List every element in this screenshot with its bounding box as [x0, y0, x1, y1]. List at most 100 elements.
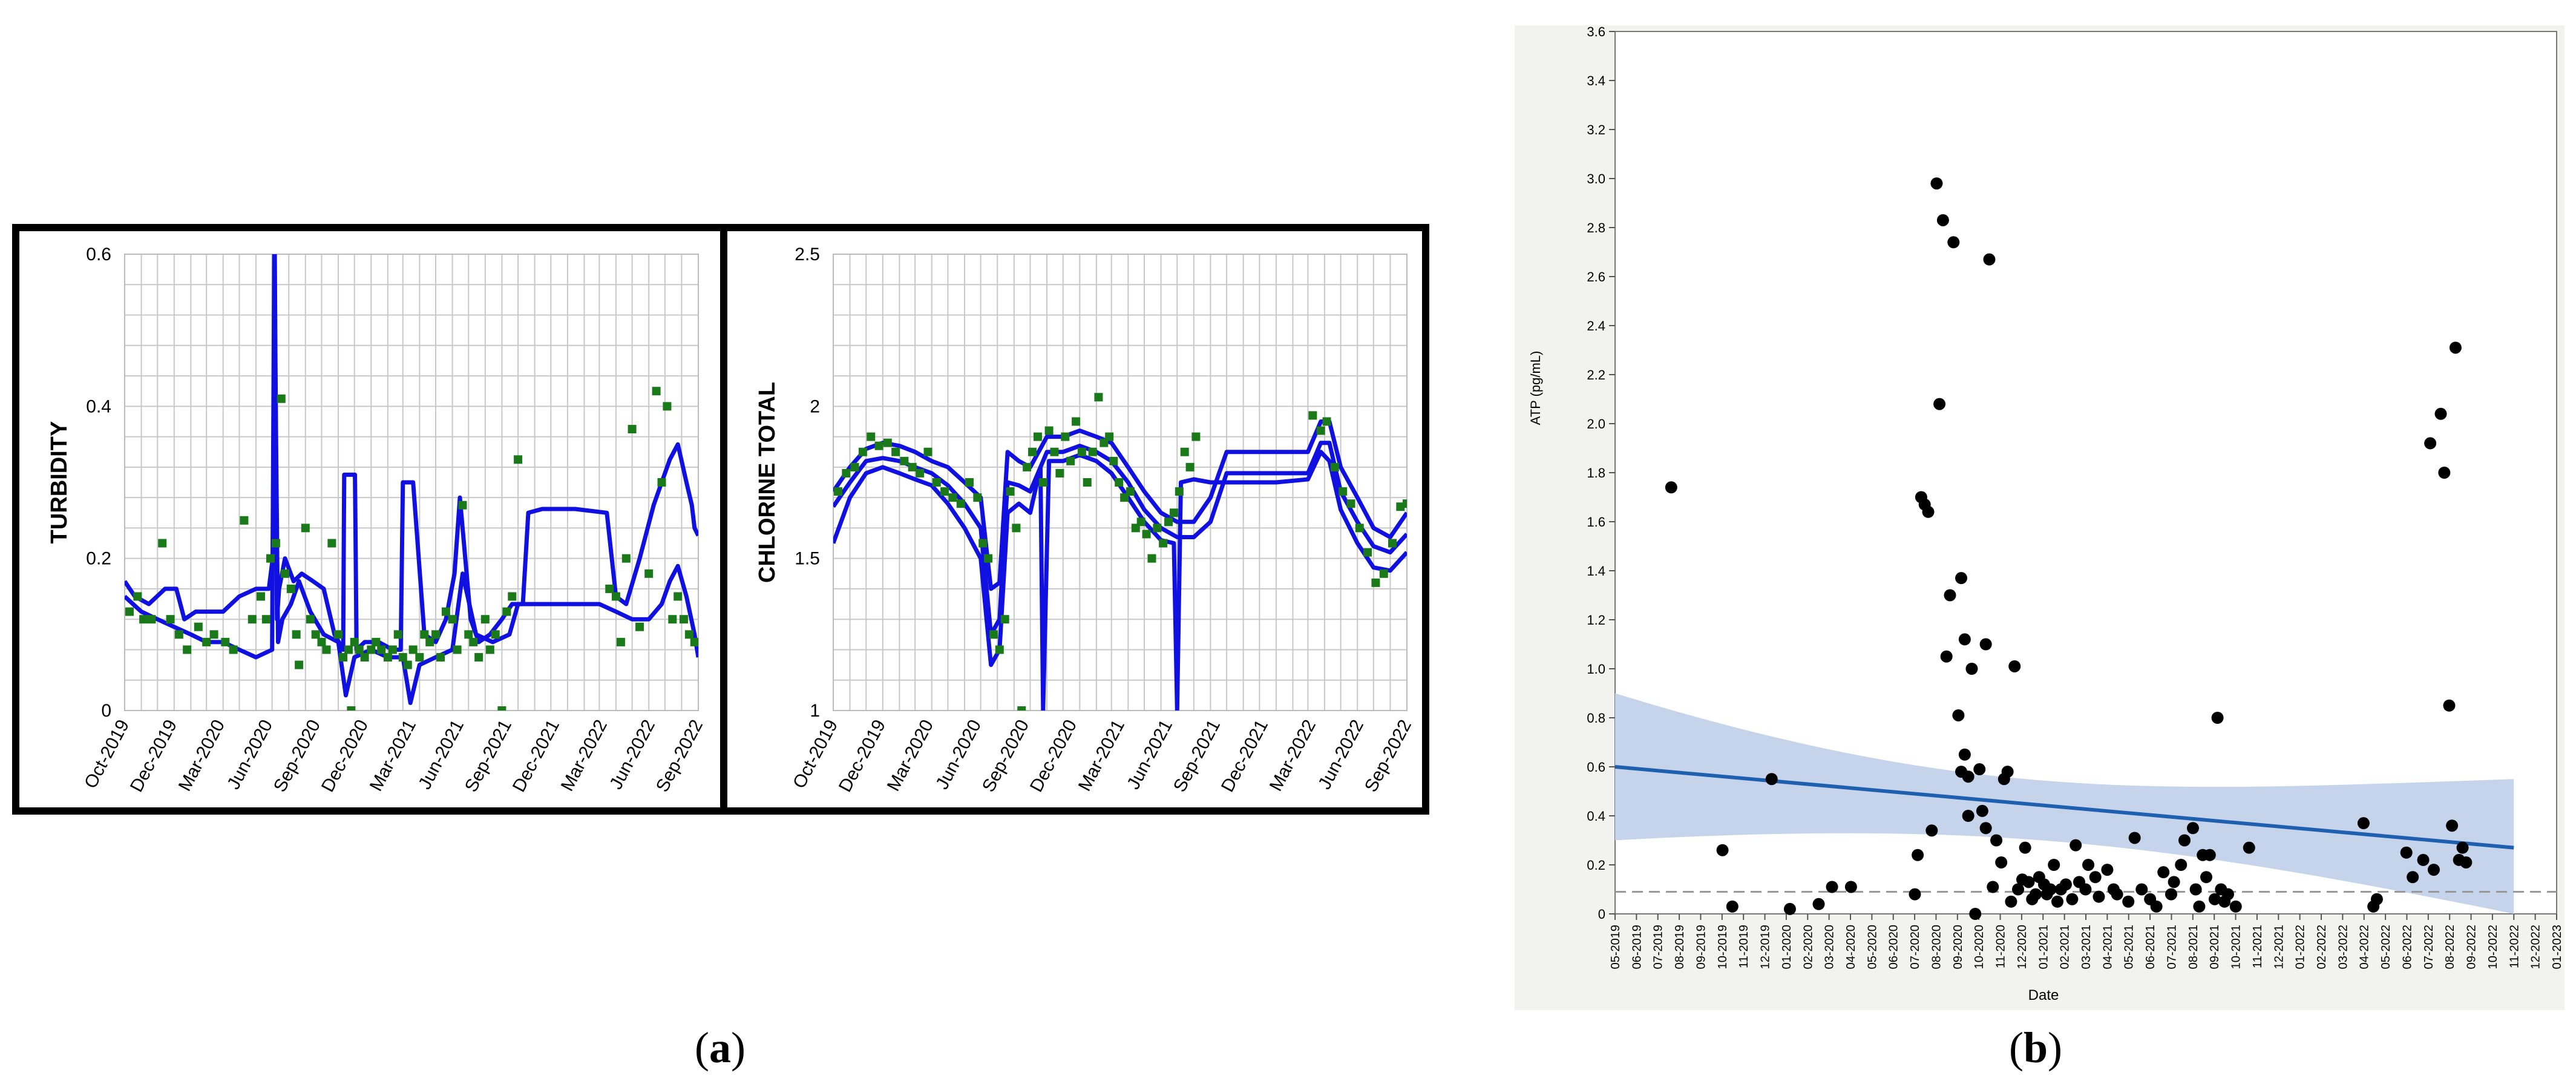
turbidity-point [125, 607, 134, 616]
atp-point [2211, 712, 2224, 724]
atp-point [1826, 881, 1838, 893]
turbidity-point [344, 645, 353, 654]
caption-a-letter: a [709, 1023, 731, 1072]
atp-xtick-label: 12-2020 [2016, 925, 2029, 969]
panel-b: 0 0.2 0.4 0.6 0.8 1.0 1.2 1.4 1.6 1.8 2.0 2.2 2.4 2.6… [1515, 25, 2565, 1010]
chlorine-ylabel: CHLORINE TOTAL [755, 382, 780, 583]
atp-point [2229, 900, 2242, 913]
turbidity-point [261, 615, 270, 624]
chlorine-point [1308, 411, 1317, 420]
atp-point [1987, 881, 1999, 893]
atp-xtick-label: 10-2019 [1716, 925, 1729, 969]
atp-point [1990, 834, 2003, 847]
turbidity-point [690, 637, 698, 646]
turbidity-point [286, 584, 295, 593]
chlorine-point [834, 487, 843, 496]
turbidity-point [147, 615, 156, 624]
chlorine-point [1055, 468, 1064, 478]
turbidity-ytick-label: 0.2 [86, 549, 111, 569]
atp-point [2443, 699, 2456, 712]
turbidity-point [684, 630, 693, 639]
turbidity-xtick-label: Sep-2022 [652, 717, 707, 795]
turbidity-point [635, 622, 644, 631]
atp-xtick-label: 12-2019 [1759, 925, 1772, 969]
turbidity-point [240, 516, 249, 525]
turbidity-point [194, 622, 203, 631]
turbidity-point [350, 637, 359, 646]
atp-point [2357, 817, 2370, 830]
chlorine-point [1191, 432, 1201, 441]
turbidity-point [616, 637, 625, 646]
chlorine-point [1066, 456, 1075, 465]
atp-fit-line [1614, 765, 2514, 850]
turbidity-point [271, 539, 280, 548]
atp-xtick-label: 05-2022 [2379, 925, 2393, 969]
turbidity-point [441, 607, 450, 616]
chlorine-point [1355, 524, 1364, 533]
atp-xtick-label: 06-2020 [1887, 925, 1901, 969]
turbidity-xtick-label: Mar-2020 [175, 717, 229, 795]
chlorine-point [1363, 548, 1372, 557]
atp-xtick-label: 03-2022 [2336, 925, 2350, 969]
atp-xtick-label: 08-2019 [1673, 925, 1686, 969]
chlorine-ytick-label: 1 [810, 701, 820, 721]
chlorine-point [984, 554, 993, 563]
chlorine-point [1339, 487, 1348, 496]
atp-ytick-label: 0.2 [1587, 858, 1605, 873]
chlorine-point [995, 645, 1004, 654]
atp-ytick-label: 2.8 [1587, 220, 1605, 235]
turbidity-point [393, 630, 402, 639]
caption-a-close: ) [730, 1023, 746, 1072]
atp-ytick-label: 1.8 [1587, 465, 1605, 481]
chlorine-line-2 [833, 450, 1407, 711]
atp-xtick-label: 05-2021 [2123, 925, 2136, 969]
turbidity-point [469, 637, 478, 646]
atp-point [1765, 773, 1778, 786]
atp-ytick-label: 3.2 [1587, 122, 1605, 137]
atp-xtick-label: 08-2021 [2187, 925, 2200, 969]
chlorine-xtick-label: Jun-2022 [1314, 717, 1368, 793]
turbidity-point [139, 615, 148, 624]
atp-xtick-label: 08-2022 [2443, 925, 2457, 969]
atp-point [2157, 866, 2170, 879]
atp-xtick-label: 08-2020 [1930, 925, 1943, 969]
turbidity-point [229, 645, 238, 654]
atp-xtick-label: 04-2020 [1844, 925, 1858, 969]
turbidity-point [420, 630, 429, 639]
atp-point [2208, 893, 2221, 905]
turbidity-point [202, 637, 211, 646]
turbidity-point [183, 645, 192, 654]
atp-point [1940, 650, 1953, 663]
atp-ytick-label: 1.4 [1587, 563, 1605, 579]
atp-xtick-label: 10-2022 [2486, 925, 2500, 969]
atp-xtick-label: 11-2020 [1994, 925, 2008, 968]
turbidity-point [436, 653, 445, 662]
turbidity-xtick-label: Dec-2020 [318, 717, 372, 795]
turbidity-point [377, 645, 386, 654]
chlorine-point [1142, 530, 1151, 539]
atp-point [2243, 841, 2255, 854]
atp-point [2030, 888, 2042, 901]
atp-point [1976, 804, 1988, 817]
atp-point [2122, 895, 2135, 908]
atp-point [2093, 890, 2105, 903]
chlorine-point [1094, 393, 1103, 402]
chlorine-point [1115, 478, 1124, 487]
atp-ytick-label: 0.4 [1587, 809, 1605, 824]
atp-point [1925, 824, 1938, 837]
atp-xtick-label: 12-2021 [2272, 925, 2286, 969]
turbidity-point [347, 706, 356, 711]
turbidity-point [133, 592, 142, 601]
chlorine-plot-frame [833, 254, 1408, 711]
chlorine-point [900, 456, 909, 465]
atp-point [1909, 888, 1921, 901]
atp-point [2200, 871, 2212, 884]
turbidity-point [247, 615, 257, 624]
chlorine-point [1012, 524, 1021, 533]
chlorine-xtick-label: Dec-2019 [835, 717, 890, 795]
atp-point [1783, 902, 1796, 915]
atp-ylabel: ATP (pg/mL) [1528, 351, 1543, 425]
turbidity-ytick-label: 0.4 [86, 396, 111, 416]
chlorine-point [1136, 517, 1145, 527]
atp-point [2022, 876, 2035, 888]
